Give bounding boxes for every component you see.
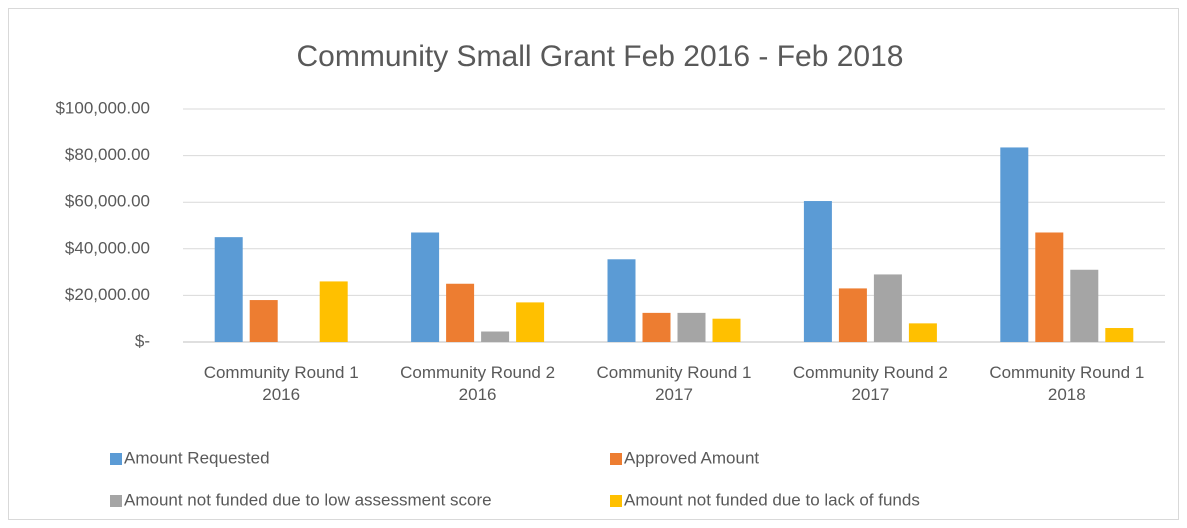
y-tick-label: $20,000.00 (65, 285, 150, 304)
x-tick-label: Community Round 2 2016 (400, 363, 556, 404)
legend-swatch (110, 453, 122, 465)
legend-label: Amount not funded due to low assessment … (124, 490, 492, 509)
y-tick-label: $40,000.00 (65, 238, 150, 257)
bar (411, 232, 440, 342)
bar (249, 300, 278, 342)
bar (838, 288, 867, 342)
bar (607, 259, 636, 342)
bar (446, 283, 475, 342)
bar (1000, 147, 1029, 342)
bar (908, 323, 937, 342)
legend-label: Approved Amount (624, 448, 759, 467)
legend-label: Amount not funded due to lack of funds (624, 490, 920, 509)
bar (642, 312, 671, 342)
legend-swatch (610, 495, 622, 507)
bar (1035, 232, 1064, 342)
bar (712, 318, 741, 342)
bar (516, 302, 545, 342)
bar (214, 237, 243, 342)
y-tick-label: $- (135, 331, 150, 350)
x-tick-label: Community Round 1 2018 (989, 363, 1145, 404)
bar (1105, 328, 1134, 342)
bar (319, 281, 348, 342)
x-tick-label: Community Round 1 2017 (596, 363, 752, 404)
y-tick-label: $80,000.00 (65, 145, 150, 164)
bar (481, 331, 510, 342)
bar (873, 274, 902, 342)
chart-title: Community Small Grant Feb 2016 - Feb 201… (297, 40, 904, 73)
y-tick-label: $100,000.00 (55, 98, 150, 117)
legend-label: Amount Requested (124, 448, 270, 467)
x-tick-label: Community Round 2 2017 (792, 363, 948, 404)
y-tick-label: $60,000.00 (65, 192, 150, 211)
bar (677, 312, 706, 342)
x-tick-label: Community Round 1 2016 (203, 363, 359, 404)
chart-border (8, 8, 1179, 520)
legend-swatch (610, 453, 622, 465)
bar (803, 201, 832, 342)
bar (1070, 269, 1099, 342)
legend-swatch (110, 495, 122, 507)
